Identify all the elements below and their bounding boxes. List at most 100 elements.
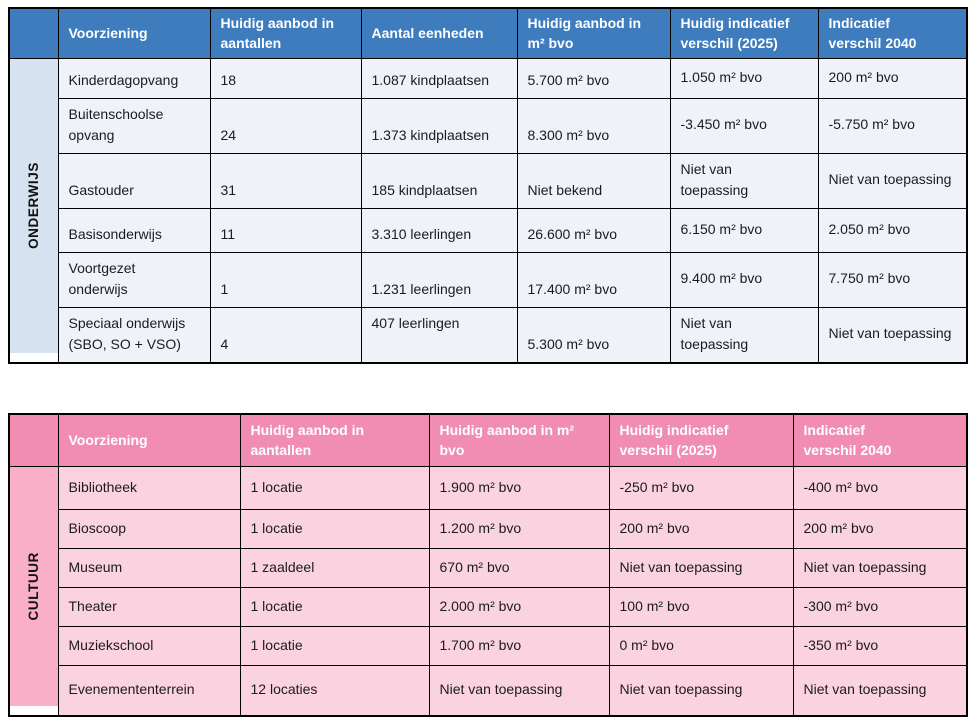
column-header: Huidig aanbod in m² bvo bbox=[516, 7, 671, 59]
table-cell: 2.000 m² bvo bbox=[428, 587, 610, 628]
table-cell: 1 locatie bbox=[239, 466, 430, 511]
table-cell: 200 m² bvo bbox=[608, 509, 794, 550]
corner-cell bbox=[8, 413, 59, 468]
cultuur-table: Voorziening Huidig aanbod in aantallen Hui… bbox=[8, 412, 968, 717]
table-cell: 4 bbox=[209, 306, 362, 364]
table-cell: 200 m² bvo bbox=[792, 509, 968, 550]
table-cell: 8.300 m² bvo bbox=[516, 97, 671, 154]
table-cell: Niet van toepassing bbox=[792, 548, 968, 589]
cultuur-table-body: CULTUUR Bibliotheek 1 locatie 1.900 m² bvo -… bbox=[8, 466, 968, 717]
onderwijs-table: Voorziening Huidig aanbod in aantallen Aan… bbox=[8, 7, 968, 364]
table-gap bbox=[8, 364, 975, 413]
header-row: Voorziening Huidig aanbod in aantallen Aan… bbox=[8, 7, 968, 59]
table-row: ONDERWIJS Kinderdagopvang 18 1.087 kindplaa… bbox=[8, 57, 968, 364]
table-row: Gastouder 31 185 kindplaatsen Niet bekend Ni… bbox=[9, 152, 968, 209]
table-cell: 5.300 m² bvo bbox=[516, 306, 671, 364]
table-cell: Niet van toepassing bbox=[608, 548, 794, 589]
table-cell: -5.750 m² bvo bbox=[817, 97, 968, 154]
table-row: Museum 1 zaaldeel 670 m² bvo Niet van toepa… bbox=[9, 548, 968, 589]
table-cell: 1.050 m² bvo bbox=[669, 57, 819, 99]
table-cell: 1.231 leerlingen bbox=[360, 251, 518, 308]
table-row: Basisonderwijs 11 3.310 leerlingen 26.600 m… bbox=[9, 207, 968, 253]
table-cell: Gastouder bbox=[57, 152, 211, 209]
table-cell: Bioscoop bbox=[57, 509, 241, 550]
table-cell: 31 bbox=[209, 152, 362, 209]
table-row: Bioscoop 1 locatie 1.200 m² bvo 200 m² bvo 2… bbox=[9, 509, 968, 550]
column-header: Aantal eenheden bbox=[360, 7, 518, 59]
column-header: Huidig indicatief verschil (2025) bbox=[669, 7, 819, 59]
table-row: Buitenschoolse opvang 24 1.373 kindplaatse… bbox=[9, 97, 968, 154]
column-header: Huidig aanbod in aantallen bbox=[209, 7, 362, 59]
table-cell: Evenemententerrein bbox=[57, 665, 241, 717]
table-cell: Kinderdagopvang bbox=[57, 57, 211, 99]
table-cell: 1.200 m² bvo bbox=[428, 509, 610, 550]
table-cell: Niet van toepassing bbox=[817, 152, 968, 209]
table-cell: Niet bekend bbox=[516, 152, 671, 209]
table-cell: Niet van toepassing bbox=[669, 152, 819, 209]
cultuur-table-header: Voorziening Huidig aanbod in aantallen Hui… bbox=[8, 413, 968, 468]
table-cell: 1 bbox=[209, 251, 362, 308]
table-cell: 18 bbox=[209, 57, 362, 99]
table-cell: 17.400 m² bvo bbox=[516, 251, 671, 308]
category-label: CULTUUR bbox=[25, 552, 41, 621]
table-cell: -250 m² bvo bbox=[608, 466, 794, 511]
table-cell: 0 m² bvo bbox=[608, 626, 794, 667]
table-cell: Basisonderwijs bbox=[57, 207, 211, 253]
table-cell: 5.700 m² bvo bbox=[516, 57, 671, 99]
table-cell: 1.900 m² bvo bbox=[428, 466, 610, 511]
table-cell: Niet van toepassing bbox=[428, 665, 610, 717]
table-row: Voortgezet onderwijs 1 1.231 leerlingen 17.… bbox=[9, 251, 968, 308]
column-header: Indicatief verschil 2040 bbox=[792, 413, 968, 468]
table-cell: 26.600 m² bvo bbox=[516, 207, 671, 253]
table-cell: 2.050 m² bvo bbox=[817, 207, 968, 253]
table-cell: 12 locaties bbox=[239, 665, 430, 717]
table-cell: Niet van toepassing bbox=[817, 306, 968, 364]
table-cell: Niet van toepassing bbox=[669, 306, 819, 364]
column-header: Voorziening bbox=[57, 7, 211, 59]
column-header: Huidig aanbod in m² bvo bbox=[428, 413, 610, 468]
table-cell: -350 m² bvo bbox=[792, 626, 968, 667]
column-header: Huidig indicatief verschil (2025) bbox=[608, 413, 794, 468]
table-cell: 670 m² bvo bbox=[428, 548, 610, 589]
table-cell: 1 locatie bbox=[239, 587, 430, 628]
table-cell: Theater bbox=[57, 587, 241, 628]
column-header: Huidig aanbod in aantallen bbox=[239, 413, 430, 468]
table-cell: Bibliotheek bbox=[57, 466, 241, 511]
table-cell: -400 m² bvo bbox=[792, 466, 968, 511]
table-cell: 1 zaaldeel bbox=[239, 548, 430, 589]
table-row: CULTUUR Bibliotheek 1 locatie 1.900 m² bvo -… bbox=[8, 466, 968, 717]
table-row: Theater 1 locatie 2.000 m² bvo 100 m² bvo -3… bbox=[9, 587, 968, 628]
table-cell: Buitenschoolse opvang bbox=[57, 97, 211, 154]
table-cell: 100 m² bvo bbox=[608, 587, 794, 628]
table-cell: 407 leerlingen bbox=[360, 306, 518, 364]
onderwijs-table-body: ONDERWIJS Kinderdagopvang 18 1.087 kindplaa… bbox=[8, 57, 968, 364]
table-cell: Muziekschool bbox=[57, 626, 241, 667]
table-cell: 1.700 m² bvo bbox=[428, 626, 610, 667]
column-header: Indicatief verschil 2040 bbox=[817, 7, 968, 59]
table-cell: -300 m² bvo bbox=[792, 587, 968, 628]
table-cell: 1 locatie bbox=[239, 626, 430, 667]
table-cell: 1.373 kindplaatsen bbox=[360, 97, 518, 154]
corner-cell bbox=[8, 7, 59, 59]
category-label-fill: ONDERWIJS bbox=[10, 59, 57, 353]
table-cell: Museum bbox=[57, 548, 241, 589]
table-cell: 24 bbox=[209, 97, 362, 154]
table-cell: 1.087 kindplaatsen bbox=[360, 57, 518, 99]
column-header: Voorziening bbox=[57, 413, 241, 468]
category-label-fill: CULTUUR bbox=[10, 467, 57, 706]
table-cell: 1 locatie bbox=[239, 509, 430, 550]
table-cell: 7.750 m² bvo bbox=[817, 251, 968, 308]
table-cell: 185 kindplaatsen bbox=[360, 152, 518, 209]
table-row: Muziekschool 1 locatie 1.700 m² bvo 0 m² bv… bbox=[9, 626, 968, 667]
table-row: Evenemententerrein 12 locaties Niet van to… bbox=[9, 665, 968, 717]
category-label-cell: CULTUUR bbox=[8, 466, 59, 717]
table-cell: 200 m² bvo bbox=[817, 57, 968, 99]
table-cell: Niet van toepassing bbox=[792, 665, 968, 717]
onderwijs-table-header: Voorziening Huidig aanbod in aantallen Aan… bbox=[8, 7, 968, 59]
table-cell: 6.150 m² bvo bbox=[669, 207, 819, 253]
table-cell: 9.400 m² bvo bbox=[669, 251, 819, 308]
table-cell: -3.450 m² bvo bbox=[669, 97, 819, 154]
table-row: Speciaal onderwijs (SBO, SO + VSO) 4 407 l… bbox=[9, 306, 968, 364]
table-cell: Voortgezet onderwijs bbox=[57, 251, 211, 308]
